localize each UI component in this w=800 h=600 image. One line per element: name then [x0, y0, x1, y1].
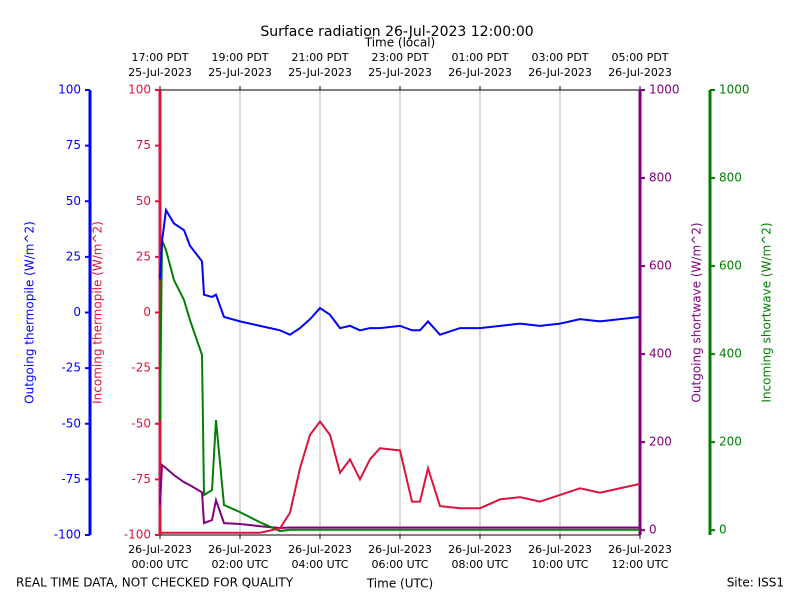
y-tick-label: -25 — [131, 361, 151, 375]
y-tick-label: 25 — [136, 249, 151, 263]
y-tick-label: -100 — [124, 528, 151, 542]
x-tick-label: 06:00 UTC — [371, 558, 428, 571]
x-tick-label: 26-Jul-2023 — [128, 543, 192, 556]
y-tick-label: 100 — [58, 83, 81, 97]
x-tick-label: 00:00 UTC — [131, 558, 188, 571]
chart-title: Surface radiation 26-Jul-2023 12:00:00 — [260, 24, 533, 40]
x2-tick-label: 17:00 PDT — [131, 51, 188, 64]
x2-tick-label: 21:00 PDT — [291, 51, 348, 64]
y-axis-label: Outgoing thermopile (W/m^2) — [23, 221, 37, 404]
y-tick-label: 200 — [719, 435, 742, 449]
y-tick-label: -75 — [131, 472, 151, 486]
x-tick-label: 10:00 UTC — [531, 558, 588, 571]
y-tick-label: -50 — [131, 416, 151, 430]
x2-tick-label: 23:00 PDT — [371, 51, 428, 64]
x2-tick-label: 25-Jul-2023 — [288, 66, 352, 79]
y-axis-label: Outgoing shortwave (W/m^2) — [690, 222, 704, 402]
x2-tick-label: 25-Jul-2023 — [128, 66, 192, 79]
x2-axis-label: Time (local) — [364, 36, 436, 50]
y-tick-label: 1000 — [719, 83, 750, 97]
y-tick-label: 600 — [649, 259, 672, 273]
y-tick-label: 800 — [649, 171, 672, 185]
x-tick-label: 02:00 UTC — [211, 558, 268, 571]
x2-tick-label: 05:00 PDT — [611, 51, 668, 64]
x-axis-label: Time (UTC) — [366, 577, 433, 591]
y-axis-label: Incoming shortwave (W/m^2) — [760, 222, 774, 402]
y-tick-label: -50 — [61, 416, 81, 430]
series-line — [159, 207, 641, 336]
y-tick-label: 0 — [649, 523, 657, 537]
x-tick-label: 26-Jul-2023 — [208, 543, 272, 556]
y-tick-label: 800 — [719, 171, 742, 185]
y-tick-label: -75 — [61, 472, 81, 486]
y-tick-label: 400 — [649, 347, 672, 361]
y-tick-label: 0 — [143, 305, 151, 319]
y-tick-label: 25 — [66, 249, 81, 263]
y-axis-label: Incoming thermopile (W/m^2) — [91, 221, 105, 404]
x-tick-label: 04:00 UTC — [291, 558, 348, 571]
x2-tick-label: 26-Jul-2023 — [608, 66, 672, 79]
y-tick-label: 0 — [719, 523, 727, 537]
x2-tick-label: 25-Jul-2023 — [208, 66, 272, 79]
y-tick-label: 0 — [73, 305, 81, 319]
x2-tick-label: 26-Jul-2023 — [528, 66, 592, 79]
site-label: Site: ISS1 — [727, 576, 784, 590]
y-tick-label: 1000 — [649, 83, 680, 97]
series-line — [160, 419, 641, 534]
y-tick-label: 50 — [136, 194, 151, 208]
y-tick-label: 600 — [719, 259, 742, 273]
y-tick-label: 50 — [66, 194, 81, 208]
x2-tick-label: 19:00 PDT — [211, 51, 268, 64]
series-line — [159, 463, 640, 529]
x-tick-label: 08:00 UTC — [451, 558, 508, 571]
y-tick-label: 75 — [136, 138, 151, 152]
y-tick-label: -25 — [61, 361, 81, 375]
x-tick-label: 26-Jul-2023 — [368, 543, 432, 556]
y-tick-label: -100 — [54, 528, 81, 542]
y-tick-label: 400 — [719, 347, 742, 361]
series-line — [159, 239, 640, 533]
x2-tick-label: 25-Jul-2023 — [368, 66, 432, 79]
x2-tick-label: 01:00 PDT — [451, 51, 508, 64]
y-tick-label: 200 — [649, 435, 672, 449]
y-tick-label: 100 — [128, 83, 151, 97]
x-tick-label: 26-Jul-2023 — [448, 543, 512, 556]
x-tick-label: 26-Jul-2023 — [608, 543, 672, 556]
x-tick-label: 26-Jul-2023 — [288, 543, 352, 556]
y-tick-label: 75 — [66, 138, 81, 152]
footer-note: REAL TIME DATA, NOT CHECKED FOR QUALITY — [16, 576, 294, 590]
x2-tick-label: 03:00 PDT — [531, 51, 588, 64]
x-tick-label: 26-Jul-2023 — [528, 543, 592, 556]
x2-tick-label: 26-Jul-2023 — [448, 66, 512, 79]
x-tick-label: 12:00 UTC — [611, 558, 668, 571]
